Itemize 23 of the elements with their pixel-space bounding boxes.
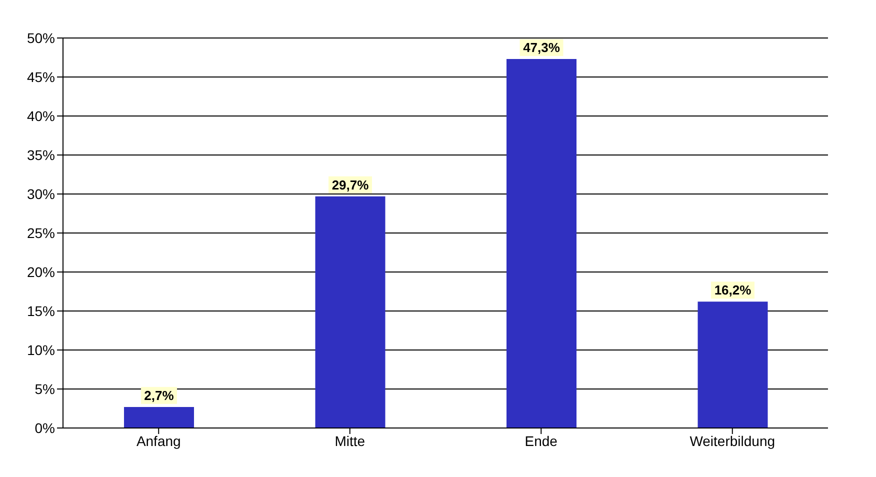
bar	[506, 59, 576, 428]
y-tick-label: 25%	[26, 224, 55, 241]
bar	[124, 406, 194, 428]
data-label: 16,2%	[714, 282, 752, 298]
y-tick-label: 5%	[34, 380, 55, 397]
bar	[315, 196, 386, 428]
bar	[698, 302, 768, 428]
y-tick-label: 45%	[26, 68, 55, 85]
y-tick-label: 40%	[26, 108, 55, 124]
y-tick-label: 15%	[26, 302, 55, 319]
y-tick-label: 20%	[26, 264, 55, 280]
x-tick-label: Weiterbildung	[690, 432, 776, 449]
y-tick-label: 30%	[26, 186, 55, 202]
x-tick-label: Ende	[524, 432, 558, 449]
data-label: 29,7%	[332, 177, 370, 192]
y-tick-label: 0%	[34, 420, 55, 436]
data-label: 2,7%	[144, 388, 174, 403]
y-tick-label: 50%	[26, 30, 55, 46]
y-tick-label: 10%	[26, 342, 55, 358]
x-tick-label: Mitte	[334, 432, 366, 449]
y-tick-label: 35%	[26, 146, 55, 163]
x-tick-label: Anfang	[136, 432, 181, 449]
data-label: 47,3%	[523, 40, 560, 56]
